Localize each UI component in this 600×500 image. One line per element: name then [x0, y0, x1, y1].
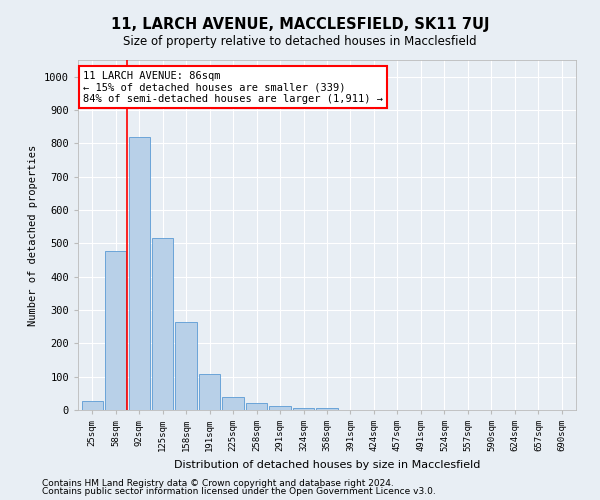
Text: Contains public sector information licensed under the Open Government Licence v3: Contains public sector information licen…: [42, 487, 436, 496]
Text: Contains HM Land Registry data © Crown copyright and database right 2024.: Contains HM Land Registry data © Crown c…: [42, 478, 394, 488]
Bar: [128, 136, 149, 410]
Text: 11, LARCH AVENUE, MACCLESFIELD, SK11 7UJ: 11, LARCH AVENUE, MACCLESFIELD, SK11 7UJ: [111, 18, 489, 32]
X-axis label: Distribution of detached houses by size in Macclesfield: Distribution of detached houses by size …: [174, 460, 480, 469]
Y-axis label: Number of detached properties: Number of detached properties: [28, 144, 38, 326]
Bar: [175, 322, 197, 410]
Bar: [246, 402, 267, 410]
Bar: [269, 406, 290, 410]
Bar: [316, 408, 338, 410]
Bar: [152, 238, 173, 410]
Bar: [223, 398, 244, 410]
Bar: [82, 400, 103, 410]
Bar: [199, 374, 220, 410]
Bar: [293, 408, 314, 410]
Bar: [105, 250, 126, 410]
Text: Size of property relative to detached houses in Macclesfield: Size of property relative to detached ho…: [123, 35, 477, 48]
Text: 11 LARCH AVENUE: 86sqm
← 15% of detached houses are smaller (339)
84% of semi-de: 11 LARCH AVENUE: 86sqm ← 15% of detached…: [83, 70, 383, 104]
